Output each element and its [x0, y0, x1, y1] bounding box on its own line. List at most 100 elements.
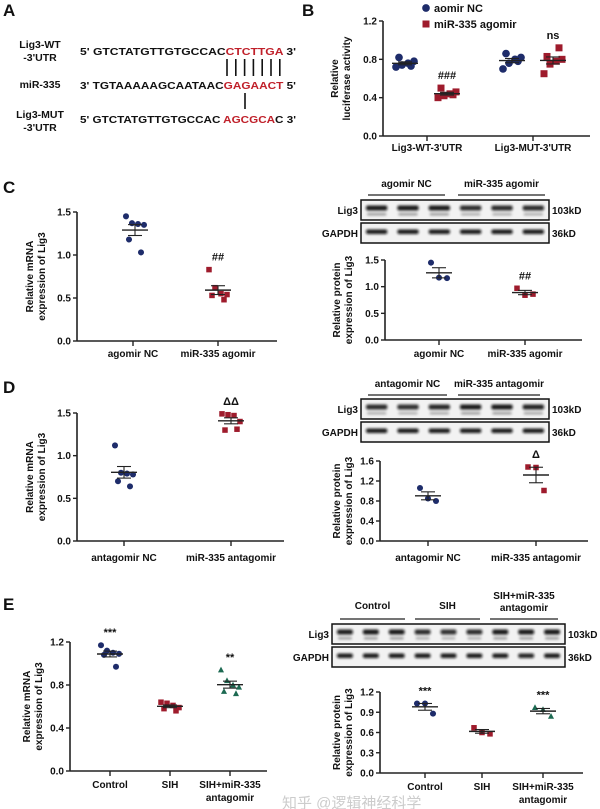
blot-size-label: 36kD: [568, 653, 592, 664]
western-blot: agomir NC miR-335 agomir Lig3 103kD GAPDH 36k…: [322, 179, 581, 244]
y-tick-label: 0.0: [57, 537, 71, 548]
data-point: [487, 731, 493, 737]
protein-band-lower: [493, 637, 508, 640]
data-point: [234, 426, 240, 432]
protein-band: [522, 428, 544, 433]
data-point: [434, 94, 442, 102]
data-point: [407, 62, 415, 70]
row-label-mir: miR-335: [20, 79, 61, 91]
y-tick-label: 1.5: [365, 256, 379, 267]
data-point: [220, 688, 228, 694]
data-group: ##: [512, 270, 538, 298]
y-axis-label: expression of Lig3: [34, 662, 45, 751]
mut-sequence: 5' GTCTATGTTGTGCCAC AGCGCA C 3': [80, 114, 296, 126]
y-tick-label: 0.0: [360, 537, 374, 548]
row-label-wt-line1: Lig3-WT: [19, 39, 61, 51]
x-tick-label: miR-335 antagomir: [186, 553, 276, 564]
protein-band: [491, 229, 513, 234]
legend-marker: [422, 20, 430, 28]
data-point: [552, 57, 560, 65]
data-point: [137, 249, 145, 256]
protein-band: [397, 404, 419, 410]
chart-d-protein: 0.0 0.4 0.8 1.2 1.6 antagomir NC miR-335 antag…: [332, 449, 588, 564]
protein-band-lower: [398, 412, 418, 415]
significance-label: ###: [438, 70, 456, 82]
y-tick-label: 0.4: [360, 517, 374, 528]
significance-label: ***: [537, 690, 551, 702]
data-group: [499, 49, 525, 73]
protein-band: [337, 629, 353, 635]
data-point: [111, 442, 119, 449]
y-tick-label: 0.0: [50, 767, 64, 778]
data-point: [502, 49, 510, 58]
x-tick-label: antagomir NC: [91, 553, 157, 564]
data-group: ***: [97, 627, 123, 670]
y-tick-label: 0.0: [360, 769, 374, 780]
protein-band: [428, 229, 450, 234]
protein-band: [362, 629, 379, 635]
y-axis-label: Relative protein: [332, 695, 343, 770]
protein-band-lower: [441, 637, 456, 640]
blot-group-label: antagomir NC: [375, 379, 441, 390]
protein-band: [460, 205, 482, 211]
protein-band-lower: [415, 637, 430, 640]
y-tick-label: 0.9: [360, 708, 374, 719]
x-tick-label: Control: [407, 782, 443, 793]
data-point: [123, 470, 131, 477]
data-point: [225, 411, 231, 418]
data-point: [558, 55, 566, 63]
data-point: [218, 290, 224, 297]
legend-label: miR-335 agomir: [434, 19, 517, 31]
data-point: [140, 221, 148, 228]
data-point: [540, 70, 548, 78]
data-point: [429, 710, 437, 717]
y-axis-label: Relative mRNA: [25, 241, 36, 313]
protein-band: [522, 229, 544, 234]
row-label-wt-line2: -3'UTR: [23, 52, 57, 64]
chart-c-protein: 0.0 0.5 1.0 1.5 agomir NC miR-335 agomir Relat…: [332, 255, 582, 360]
data-point: [499, 65, 507, 73]
data-group: [415, 484, 441, 505]
data-group: Δ: [523, 449, 549, 494]
y-tick-label: 0.8: [363, 55, 377, 66]
row-label-mut-line1: Lig3-MUT: [16, 109, 64, 121]
y-axis-label: luciferase activity: [342, 36, 353, 120]
data-group: [122, 213, 148, 256]
y-tick-label: 1.2: [360, 477, 374, 488]
protein-band: [491, 205, 513, 211]
data-point: [114, 478, 122, 485]
data-group: ###: [434, 70, 460, 102]
blot-size-label: 103kD: [552, 405, 581, 416]
data-point: [427, 259, 435, 266]
blot-row-label: Lig3: [308, 630, 329, 641]
protein-band: [460, 404, 482, 410]
data-group: ***: [530, 690, 556, 719]
data-point: [232, 690, 240, 697]
western-blots: agomir NC miR-335 agomir Lig3 103kD GAPDH 36k…: [293, 179, 597, 668]
data-group: [426, 259, 452, 282]
x-tick-label: SIH: [162, 780, 179, 791]
data-point: [176, 704, 182, 711]
blot-group-label: antagomir: [500, 603, 548, 614]
data-group: [157, 699, 183, 714]
protein-band-lower: [492, 213, 512, 216]
protein-band-lower: [398, 213, 418, 216]
y-tick-label: 0.0: [363, 132, 377, 143]
significance-label: ΔΔ: [223, 396, 239, 408]
data-point: [443, 275, 451, 282]
data-point: [122, 213, 130, 220]
data-point: [392, 63, 400, 71]
protein-band: [440, 653, 457, 658]
data-point: [514, 285, 520, 292]
x-tick-label: miR-335 antagomir: [491, 553, 581, 564]
blot-group-label: SIH: [439, 601, 456, 612]
data-point: [555, 44, 563, 52]
data-point: [212, 284, 218, 291]
protein-band: [492, 629, 509, 635]
data-group: **: [217, 652, 243, 697]
y-axis-label: Relative mRNA: [25, 441, 36, 513]
blot-group-label: agomir NC: [381, 179, 432, 190]
protein-band: [397, 229, 419, 234]
data-point: [541, 487, 547, 494]
protein-band-lower: [389, 637, 404, 640]
